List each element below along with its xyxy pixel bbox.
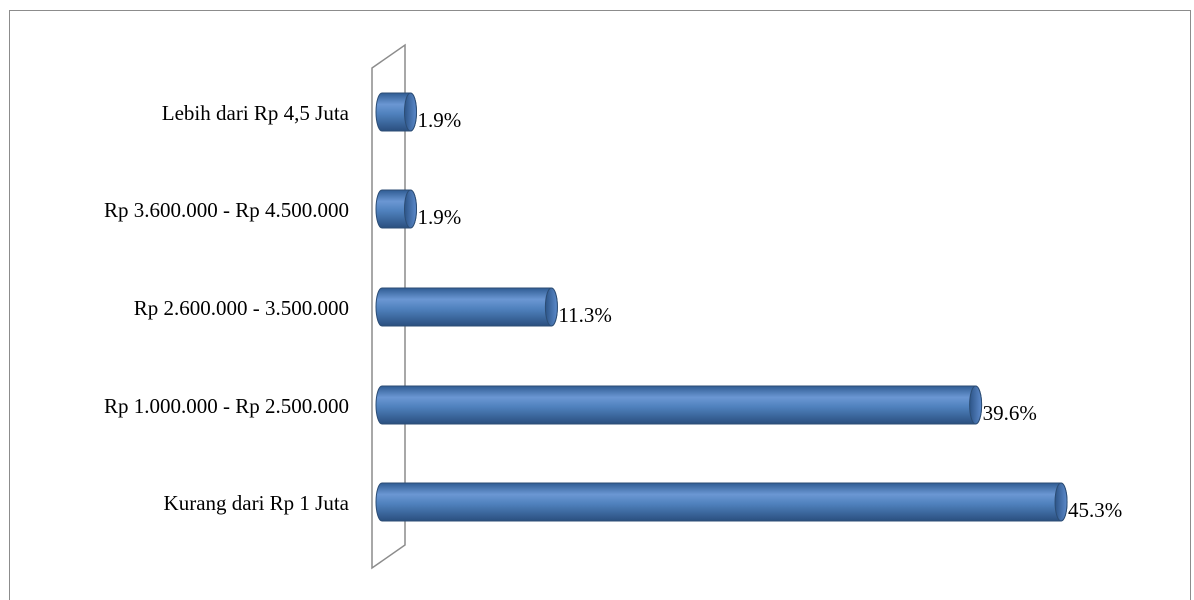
category-label: Rp 2.600.000 - 3.500.000 [134,296,349,320]
bar-end-cap [403,189,417,229]
data-labels: 1.9% 1.9% 11.3% 39.6% 45.3% [417,108,1122,522]
category-label: Rp 1.000.000 - Rp 2.500.000 [104,394,349,418]
category-label: Rp 3.600.000 - Rp 4.500.000 [104,198,349,222]
bar-body [375,482,1068,522]
data-label: 1.9% [417,205,461,229]
category-label: Kurang dari Rp 1 Juta [164,491,350,515]
bars [375,92,1068,522]
chart-frame [9,10,1191,600]
bar-end-cap [969,385,983,425]
bar [375,385,983,425]
bar-end-cap [1054,482,1068,522]
data-label: 1.9% [417,108,461,132]
axis-wall-outline [371,43,406,570]
data-label: 11.3% [558,303,611,327]
data-label: 45.3% [1068,498,1122,522]
bar [375,92,417,132]
bar [375,482,1068,522]
category-labels: Lebih dari Rp 4,5 Juta Rp 3.600.000 - Rp … [104,101,350,515]
data-label: 39.6% [983,401,1037,425]
bar [375,189,417,229]
bar-body [375,385,983,425]
category-label: Lebih dari Rp 4,5 Juta [162,101,350,125]
bar-body [375,287,558,327]
bar-end-cap [403,92,417,132]
bar [375,287,558,327]
bar-end-cap [544,287,558,327]
category-axis-wall [371,43,406,570]
